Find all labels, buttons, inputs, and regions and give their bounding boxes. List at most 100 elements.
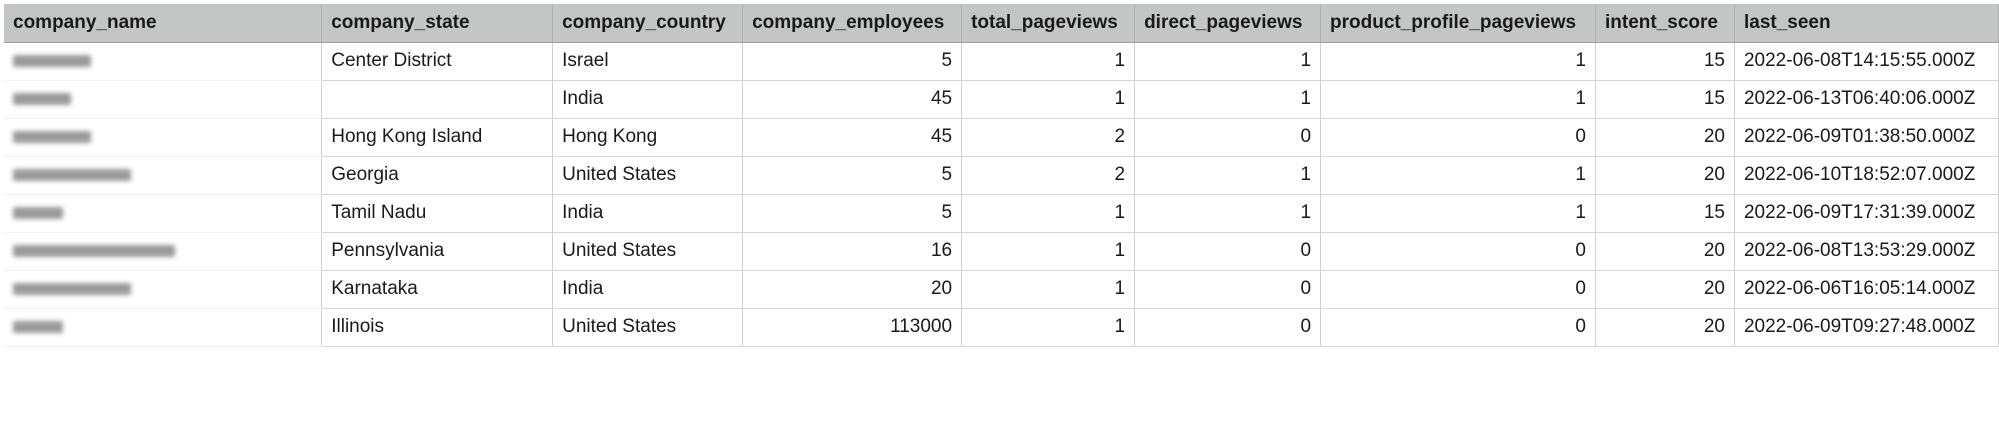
cell-product-profile-pageviews[interactable]: 0 [1320,232,1596,271]
cell-company-state[interactable]: Illinois [321,308,554,347]
cell-company-employees[interactable]: 5 [742,42,963,81]
cell-intent-score[interactable]: 15 [1595,80,1735,119]
cell-direct-pageviews[interactable]: 1 [1134,80,1322,119]
cell-direct-pageviews[interactable]: 0 [1134,232,1322,271]
cell-direct-pageviews[interactable]: 1 [1134,156,1322,195]
cell-last-seen[interactable]: 2022-06-08T14:15:55.000Z [1734,42,1999,81]
table-row[interactable]: Karnataka India 20 1 0 0 20 2022-06-06T16:05:14… [4,270,1999,309]
cell-company-state[interactable] [321,80,554,119]
cell-direct-pageviews[interactable]: 0 [1134,270,1322,309]
cell-intent-score[interactable]: 20 [1595,308,1735,347]
cell-last-seen[interactable]: 2022-06-09T09:27:48.000Z [1734,308,1999,347]
cell-last-seen[interactable]: 2022-06-08T13:53:29.000Z [1734,232,1999,271]
cell-intent-score[interactable]: 15 [1595,194,1735,233]
cell-company-name[interactable] [4,118,323,157]
redacted-company-name [13,130,91,143]
cell-company-country[interactable]: Hong Kong [552,118,744,157]
redacted-company-name [13,206,63,219]
column-header-last-seen[interactable]: last_seen [1734,4,1999,43]
cell-intent-score[interactable]: 20 [1595,118,1735,157]
cell-total-pageviews[interactable]: 1 [961,270,1136,309]
cell-company-state[interactable]: Pennsylvania [321,232,554,271]
cell-company-name[interactable] [4,42,323,81]
cell-total-pageviews[interactable]: 2 [961,118,1136,157]
redacted-company-name [13,244,175,257]
spreadsheet: company_name company_state company_count… [4,4,1999,347]
redacted-company-name [13,54,91,67]
cell-company-employees[interactable]: 5 [742,156,963,195]
column-header-company-state[interactable]: company_state [321,4,554,43]
cell-total-pageviews[interactable]: 1 [961,80,1136,119]
cell-product-profile-pageviews[interactable]: 0 [1320,308,1596,347]
cell-company-state[interactable]: Hong Kong Island [321,118,554,157]
cell-product-profile-pageviews[interactable]: 1 [1320,80,1596,119]
cell-product-profile-pageviews[interactable]: 1 [1320,156,1596,195]
redacted-company-name [13,282,131,295]
cell-last-seen[interactable]: 2022-06-13T06:40:06.000Z [1734,80,1999,119]
cell-company-employees[interactable]: 45 [742,80,963,119]
redacted-company-name [13,320,63,333]
cell-intent-score[interactable]: 20 [1595,270,1735,309]
cell-direct-pageviews[interactable]: 0 [1134,308,1322,347]
column-header-company-employees[interactable]: company_employees [742,4,963,43]
table-row[interactable]: Hong Kong Island Hong Kong 45 2 0 0 20 2022-06-… [4,118,1999,157]
cell-company-state[interactable]: Karnataka [321,270,554,309]
cell-total-pageviews[interactable]: 1 [961,308,1136,347]
cell-direct-pageviews[interactable]: 1 [1134,42,1322,81]
table-row[interactable]: Center District Israel 5 1 1 1 15 2022-06-08T14… [4,42,1999,81]
table-row[interactable]: Illinois United States 113000 1 0 0 20 2022-06-… [4,308,1999,347]
cell-total-pageviews[interactable]: 1 [961,42,1136,81]
cell-company-name[interactable] [4,232,323,271]
cell-company-country[interactable]: India [552,270,744,309]
redacted-company-name [13,168,131,181]
cell-product-profile-pageviews[interactable]: 0 [1320,270,1596,309]
cell-intent-score[interactable]: 20 [1595,156,1735,195]
cell-company-name[interactable] [4,156,323,195]
column-header-intent-score[interactable]: intent_score [1595,4,1735,43]
cell-company-employees[interactable]: 5 [742,194,963,233]
cell-company-employees[interactable]: 45 [742,118,963,157]
cell-company-name[interactable] [4,80,323,119]
column-header-direct-pageviews[interactable]: direct_pageviews [1134,4,1322,43]
cell-company-country[interactable]: United States [552,308,744,347]
cell-last-seen[interactable]: 2022-06-09T01:38:50.000Z [1734,118,1999,157]
table-body: Center District Israel 5 1 1 1 15 2022-06-08T14… [4,42,1999,347]
cell-company-country[interactable]: India [552,80,744,119]
column-header-company-country[interactable]: company_country [552,4,744,43]
column-header-company-name[interactable]: company_name [4,4,323,43]
cell-intent-score[interactable]: 20 [1595,232,1735,271]
cell-company-employees[interactable]: 16 [742,232,963,271]
cell-company-employees[interactable]: 113000 [742,308,963,347]
cell-company-employees[interactable]: 20 [742,270,963,309]
cell-last-seen[interactable]: 2022-06-09T17:31:39.000Z [1734,194,1999,233]
cell-total-pageviews[interactable]: 1 [961,194,1136,233]
cell-company-country[interactable]: United States [552,232,744,271]
table-row[interactable]: Tamil Nadu India 5 1 1 1 15 2022-06-09T17:31:39… [4,194,1999,233]
cell-total-pageviews[interactable]: 2 [961,156,1136,195]
cell-company-country[interactable]: United States [552,156,744,195]
cell-product-profile-pageviews[interactable]: 1 [1320,194,1596,233]
cell-company-name[interactable] [4,308,323,347]
table-row[interactable]: India 45 1 1 1 15 2022-06-13T06:40:06.000Z [4,80,1999,119]
data-table: company_name company_state company_count… [4,4,1999,347]
cell-company-name[interactable] [4,270,323,309]
table-row[interactable]: Georgia United States 5 2 1 1 20 2022-06-10T18:… [4,156,1999,195]
cell-company-country[interactable]: India [552,194,744,233]
cell-intent-score[interactable]: 15 [1595,42,1735,81]
cell-product-profile-pageviews[interactable]: 1 [1320,42,1596,81]
cell-direct-pageviews[interactable]: 1 [1134,194,1322,233]
column-header-product-profile-pageviews[interactable]: product_profile_pageviews [1320,4,1596,43]
cell-company-state[interactable]: Tamil Nadu [321,194,554,233]
cell-direct-pageviews[interactable]: 0 [1134,118,1322,157]
cell-company-state[interactable]: Center District [321,42,554,81]
cell-product-profile-pageviews[interactable]: 0 [1320,118,1596,157]
cell-company-country[interactable]: Israel [552,42,744,81]
redacted-company-name [13,92,71,105]
column-header-total-pageviews[interactable]: total_pageviews [961,4,1136,43]
cell-company-name[interactable] [4,194,323,233]
cell-total-pageviews[interactable]: 1 [961,232,1136,271]
cell-company-state[interactable]: Georgia [321,156,554,195]
cell-last-seen[interactable]: 2022-06-06T16:05:14.000Z [1734,270,1999,309]
cell-last-seen[interactable]: 2022-06-10T18:52:07.000Z [1734,156,1999,195]
table-row[interactable]: Pennsylvania United States 16 1 0 0 20 2022-06-… [4,232,1999,271]
